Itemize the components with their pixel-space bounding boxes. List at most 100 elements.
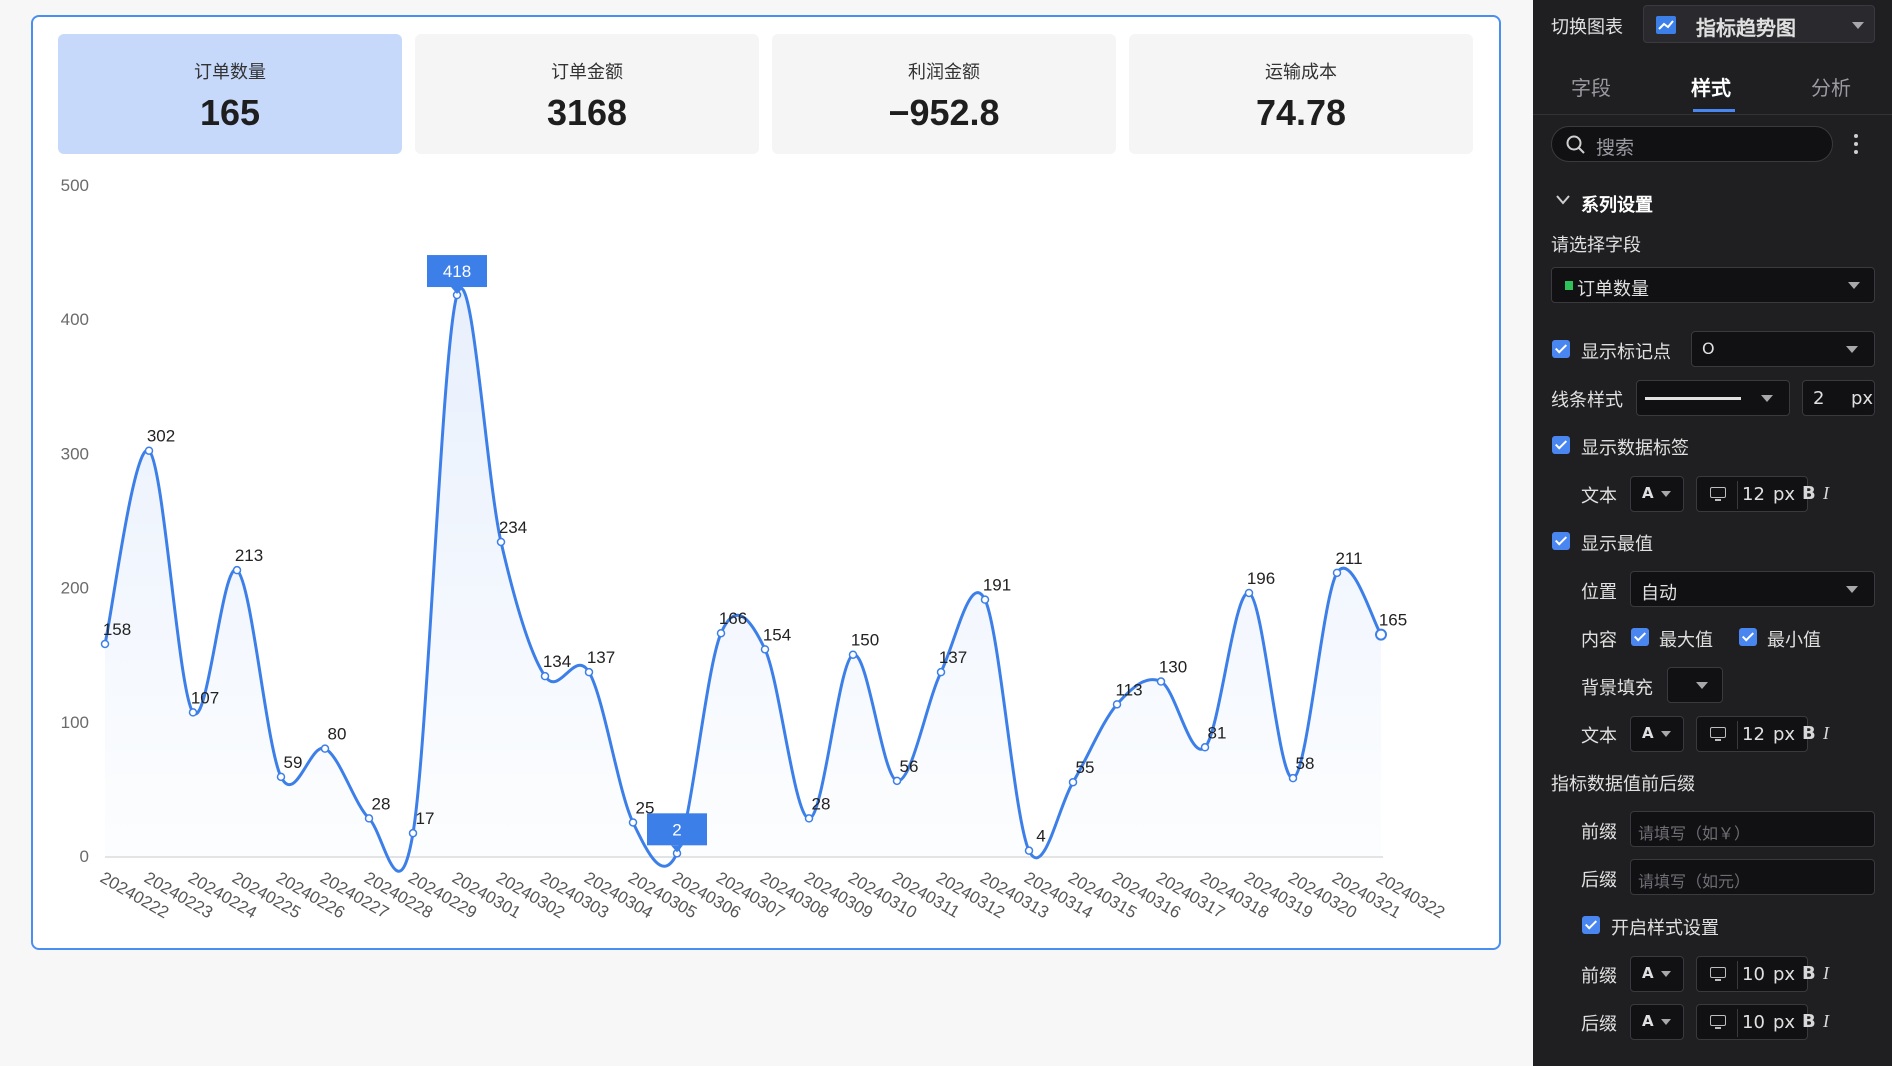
kpi-card-profit[interactable]: 利润金额 −952.8: [772, 34, 1116, 154]
data-point: [364, 814, 374, 823]
font-size-value: 10: [1742, 964, 1765, 985]
kpi-label: 订单金额: [551, 62, 623, 83]
data-point: [1200, 743, 1210, 752]
monitor-icon: [1710, 1015, 1726, 1029]
italic-button[interactable]: I: [1823, 963, 1829, 983]
data-label: 196: [1247, 569, 1275, 588]
kpi-card-amount[interactable]: 订单金额 3168: [415, 34, 759, 154]
font-size-value: 10: [1742, 1012, 1765, 1033]
bg-fill-label: 背景填充: [1581, 678, 1653, 699]
kpi-card-shipping[interactable]: 运输成本 74.78: [1129, 34, 1473, 154]
show-markers-checkbox[interactable]: [1552, 340, 1570, 358]
suffix-font-size-input[interactable]: 10 px: [1696, 1004, 1808, 1040]
line-chart: 0 100 200 300 400 500 158 302 107 213 59 80 28 17 234 1…: [61, 176, 1448, 922]
data-point: [1288, 773, 1298, 783]
font-a-icon: A: [1642, 1012, 1654, 1030]
kpi-value: −952.8: [888, 92, 1000, 133]
chart-type-select[interactable]: 指标趋势图: [1643, 5, 1875, 43]
min-checkbox[interactable]: [1739, 628, 1757, 646]
data-point: [1112, 700, 1122, 709]
settings-panel: 切换图表 指标趋势图 字段 样式 分析 搜索 系列设置 请选择字段 订单数量 显…: [1533, 0, 1892, 1066]
data-label: 137: [939, 648, 967, 667]
chevron-down-icon: [1661, 491, 1671, 497]
font-size-input[interactable]: 12 px: [1696, 476, 1808, 512]
marker-shape-value: O: [1702, 339, 1715, 358]
chart-type-value: 指标趋势图: [1696, 16, 1796, 40]
italic-button[interactable]: I: [1823, 1011, 1829, 1031]
suffix-font-color-select[interactable]: A: [1630, 1004, 1684, 1040]
data-label: 213: [235, 546, 263, 565]
data-label: 234: [499, 518, 527, 537]
text-label: 文本: [1581, 486, 1617, 507]
bold-button[interactable]: B: [1802, 1011, 1816, 1032]
data-label: 81: [1208, 723, 1227, 742]
font-a-icon: A: [1642, 964, 1654, 982]
data-label: 154: [763, 625, 791, 644]
bg-fill-select[interactable]: [1667, 667, 1723, 703]
font-color-select[interactable]: A: [1630, 476, 1684, 512]
bold-button[interactable]: B: [1802, 723, 1816, 744]
data-point: [496, 537, 506, 547]
monitor-icon: [1710, 967, 1726, 981]
tab-style[interactable]: 样式: [1691, 76, 1731, 100]
data-label: 107: [191, 688, 219, 707]
show-data-labels-checkbox[interactable]: [1552, 436, 1570, 454]
chevron-down-icon[interactable]: [1555, 194, 1571, 206]
line-width-input[interactable]: 2 px: [1802, 380, 1875, 416]
show-extremes-label: 显示最值: [1581, 534, 1653, 555]
data-point: [408, 828, 418, 838]
font-size-input[interactable]: 12 px: [1696, 716, 1808, 752]
italic-button[interactable]: I: [1823, 483, 1829, 503]
prefix-font-size-input[interactable]: 10 px: [1696, 956, 1808, 992]
search-input[interactable]: 搜索: [1551, 126, 1833, 162]
marker-shape-select[interactable]: O: [1691, 331, 1875, 367]
show-data-labels-label: 显示数据标签: [1581, 438, 1689, 459]
field-select[interactable]: 订单数量: [1551, 267, 1875, 303]
show-extremes-checkbox[interactable]: [1552, 532, 1570, 550]
tab-analysis[interactable]: 分析: [1811, 76, 1851, 100]
content-label: 内容: [1581, 630, 1617, 651]
field-select-value: 订单数量: [1577, 279, 1649, 300]
data-point: [232, 565, 242, 575]
px-unit: px: [1773, 484, 1796, 505]
enable-style-checkbox[interactable]: [1582, 916, 1600, 934]
more-vertical-icon[interactable]: [1852, 133, 1860, 155]
kpi-value: 74.78: [1255, 92, 1347, 133]
callout-pointer: [671, 845, 683, 853]
kpi-label: 利润金额: [908, 62, 980, 83]
select-field-label: 请选择字段: [1551, 235, 1641, 256]
data-label: 166: [719, 609, 747, 628]
italic-button[interactable]: I: [1823, 723, 1829, 743]
tab-fields[interactable]: 字段: [1571, 76, 1611, 100]
data-label: 17: [416, 809, 435, 828]
data-label: 113: [1115, 680, 1142, 699]
kpi-label: 订单数量: [194, 62, 266, 83]
font-color-select[interactable]: A: [1630, 716, 1684, 752]
min-value-callout: [647, 813, 707, 846]
data-label: 80: [328, 725, 347, 744]
data-point: [628, 818, 638, 827]
data-point: [760, 645, 770, 654]
extreme-label: 2: [672, 820, 681, 839]
search-placeholder: 搜索: [1596, 137, 1635, 159]
chart-switch-label: 切换图表: [1551, 17, 1623, 38]
enable-style-label: 开启样式设置: [1611, 918, 1719, 939]
max-checkbox[interactable]: [1631, 628, 1649, 646]
prefix-font-color-select[interactable]: A: [1630, 956, 1684, 992]
bold-button[interactable]: B: [1802, 963, 1816, 984]
kpi-card-orders[interactable]: 订单数量 165: [58, 34, 402, 154]
y-tick-label: 100: [61, 713, 89, 732]
font-size-value: 12: [1742, 484, 1765, 505]
chevron-down-icon: [1846, 586, 1858, 593]
data-label: 191: [983, 576, 1011, 595]
suffix-input[interactable]: 请填写（如元）: [1630, 859, 1875, 895]
position-select[interactable]: 自动: [1630, 571, 1875, 607]
bold-button[interactable]: B: [1802, 483, 1816, 504]
tab-divider: [1533, 114, 1892, 115]
kpi-value: 3168: [546, 92, 628, 133]
data-label: 25: [636, 798, 655, 817]
line-style-select[interactable]: [1636, 380, 1790, 416]
prefix-input[interactable]: 请填写（如￥）: [1630, 811, 1875, 847]
separator: [1737, 481, 1738, 509]
affix-title: 指标数据值前后缀: [1551, 774, 1695, 795]
